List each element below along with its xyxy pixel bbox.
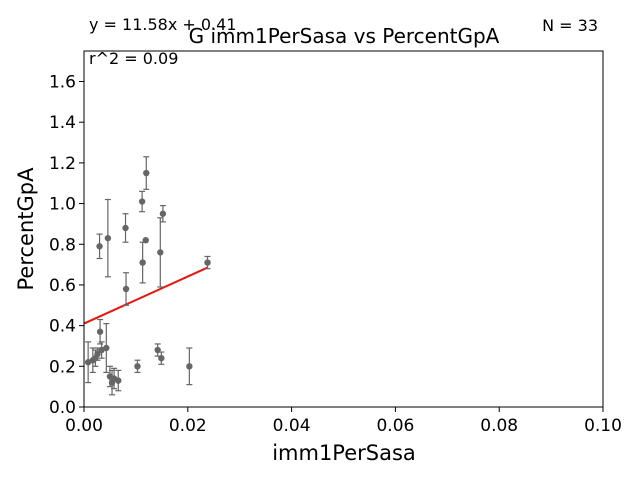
y-tick-label: 1.2: [49, 154, 76, 174]
y-tick-label: 0.8: [49, 235, 76, 255]
data-point: [159, 210, 167, 217]
data-point: [142, 236, 149, 244]
data-point: [104, 234, 112, 242]
x-tick-label: 0.04: [273, 416, 311, 436]
y-tick-label: 0.6: [49, 276, 76, 296]
data-point: [138, 198, 146, 205]
x-tick-label: 0.10: [584, 416, 622, 436]
x-tick-label: 0.08: [480, 416, 518, 436]
y-axis-label: PercentGpA: [14, 167, 38, 291]
x-tick-label: 0.02: [169, 416, 207, 436]
data-point: [139, 259, 146, 266]
n-count-annotation: N = 33: [542, 16, 598, 35]
data-point: [134, 363, 141, 370]
r-squared-annotation: r^2 = 0.09: [89, 49, 178, 68]
plot-frame: [83, 50, 604, 408]
y-tick-label: 1.4: [49, 113, 76, 133]
x-axis: 0.00 0.02 0.04 0.06 0.08 0.10: [65, 407, 622, 436]
plot-area: [84, 51, 603, 407]
data-point: [157, 249, 164, 256]
data-point: [204, 259, 211, 266]
fit-line-layer: [83, 266, 208, 325]
data-point: [122, 224, 129, 232]
y-tick-label: 0.2: [49, 357, 76, 377]
data-points-layer: [84, 156, 211, 396]
data-point: [96, 328, 104, 335]
chart-title: G imm1PerSasa vs PercentGpA: [189, 24, 500, 48]
data-point: [115, 377, 122, 384]
data-point: [96, 243, 103, 250]
x-tick-label: 0.00: [65, 416, 103, 436]
data-point: [103, 344, 110, 352]
y-tick-label: 1.6: [49, 73, 76, 93]
regression-line: [83, 266, 208, 325]
x-tick-label: 0.06: [376, 416, 414, 436]
data-point: [158, 354, 165, 362]
data-point: [94, 350, 101, 358]
data-point: [186, 363, 193, 370]
y-axis: 0.0 0.2 0.4 0.6 0.8 1.0 1.2 1.4 1.6: [49, 73, 84, 418]
data-point: [122, 285, 130, 293]
equation-annotation: y = 11.58x + 0.41: [89, 15, 237, 34]
x-axis-label: imm1PerSasa: [272, 441, 416, 465]
y-tick-label: 0.4: [49, 317, 76, 337]
y-tick-label: 0.0: [49, 398, 76, 418]
y-tick-label: 1.0: [49, 195, 76, 215]
data-point: [143, 169, 150, 177]
